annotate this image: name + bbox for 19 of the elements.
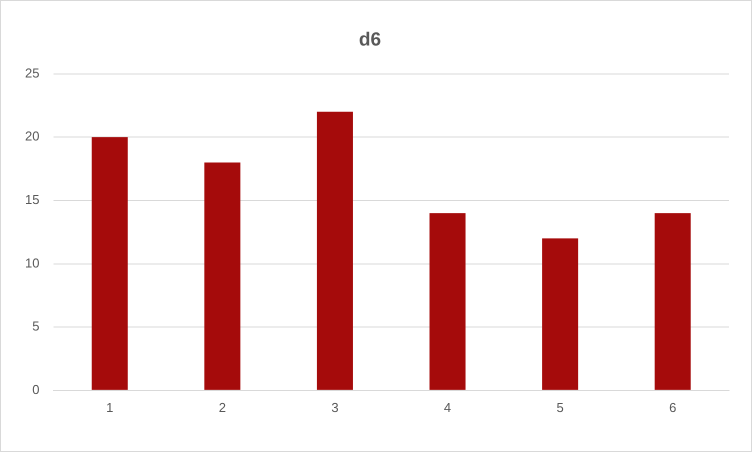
y-tick-label: 5 [32,318,40,334]
bar [204,162,240,390]
bar [92,137,128,390]
y-tick-label: 20 [24,128,40,144]
x-tick-label: 6 [669,400,676,415]
x-tick-label: 4 [444,400,452,415]
x-tick-label: 2 [218,400,226,415]
chart-title: d6 [358,30,382,51]
bar [316,112,353,390]
y-tick-label: 25 [24,65,40,80]
y-tick-label: 0 [32,382,40,397]
x-tick-label: 1 [106,400,114,415]
x-tick-label: 3 [331,400,339,415]
bar [542,238,578,390]
x-tick-label: 5 [556,400,564,415]
y-tick-label: 10 [24,255,40,270]
y-tick-label: 15 [24,192,40,208]
bar [430,213,466,390]
bar [654,213,691,390]
